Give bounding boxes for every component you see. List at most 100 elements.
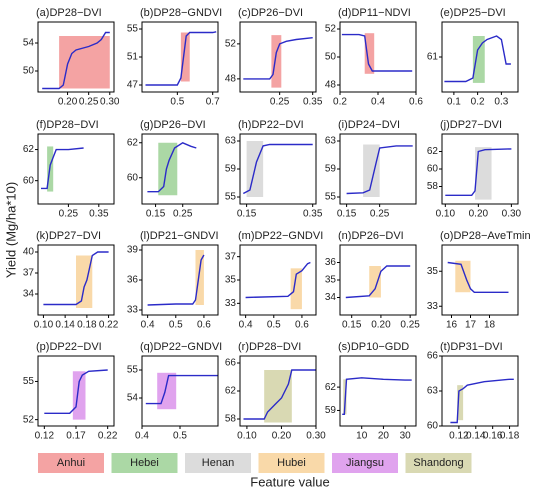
- x-tick-label: 0.10: [436, 209, 456, 220]
- x-tick-label: 0.18: [77, 320, 97, 331]
- legend-label: Jiangsu: [346, 457, 384, 469]
- y-tick-label: 47: [127, 80, 139, 91]
- legend-label: Shandong: [413, 457, 463, 469]
- highlight-region: [364, 33, 375, 74]
- panel-title: (l)DP21−GNDVI: [140, 230, 219, 242]
- x-tick-label: 0.5: [169, 320, 183, 331]
- x-tick-label: 0.30: [100, 97, 120, 108]
- x-tick-label: 0.15: [342, 320, 362, 331]
- x-tick-label: 0.20: [371, 320, 391, 331]
- data-line: [147, 254, 205, 306]
- x-tick-label: 0.25: [270, 97, 290, 108]
- panel-title: (g)DP26−DVI: [140, 119, 206, 131]
- x-tick-label: 16: [446, 320, 458, 331]
- legend-swatch: [405, 453, 472, 473]
- panel-title: (h)DP22−DVI: [238, 119, 304, 131]
- x-tick-label: 0.25: [79, 97, 99, 108]
- y-tick-label: 48: [325, 80, 337, 91]
- highlight-region: [455, 260, 471, 293]
- y-tick-label: 36: [127, 275, 139, 286]
- y-tick-label: 36: [325, 257, 337, 268]
- y-tick-label: 52: [225, 39, 237, 50]
- panel-title: (b)DP28−GNDVI: [140, 7, 222, 19]
- x-tick-label: 0.22: [99, 320, 119, 331]
- y-tick-label: 60: [427, 164, 439, 175]
- x-tick-label: 0.12: [449, 431, 469, 442]
- y-tick-label: 62: [325, 382, 337, 393]
- x-tick-label: 0.3: [494, 97, 508, 108]
- x-tick-label: 20: [378, 431, 390, 442]
- data-line: [145, 374, 218, 405]
- y-tick-label: 37: [23, 268, 35, 279]
- x-tick-label: 0.2: [471, 97, 485, 108]
- y-tick-label: 61: [427, 52, 439, 63]
- x-tick-label: 17: [465, 320, 477, 331]
- x-tick-label: 0.20: [272, 431, 292, 442]
- y-tick-label: 48: [225, 74, 237, 85]
- y-tick-label: 55: [127, 365, 139, 376]
- panel-title: (f)DP28−DVI: [36, 119, 99, 131]
- x-tick-label: 0.7: [206, 97, 220, 108]
- data-line: [341, 33, 413, 72]
- plot-frame: [37, 21, 115, 93]
- y-tick-label: 39: [127, 245, 139, 256]
- x-tick-label: 0.1: [447, 97, 461, 108]
- y-tick-label: 55: [325, 192, 337, 203]
- x-tick-label: 18: [484, 320, 496, 331]
- y-tick-label: 63: [325, 136, 337, 147]
- x-tick-label: 0.25: [173, 209, 193, 220]
- plot-frame: [141, 133, 219, 205]
- y-tick-label: 62: [225, 386, 237, 397]
- y-tick-label: 33: [127, 305, 139, 316]
- data-line: [450, 378, 514, 424]
- x-tick-label: 0.4: [135, 431, 149, 442]
- x-tick-label: 0.6: [409, 97, 423, 108]
- highlight-region: [472, 36, 485, 83]
- x-tick-label: 0.20: [469, 209, 489, 220]
- data-line: [447, 261, 509, 293]
- legend-swatch: [111, 453, 178, 473]
- highlight-region: [264, 370, 292, 423]
- highlight-region: [59, 36, 110, 89]
- legend-label: Henan: [202, 457, 234, 469]
- plot-frame: [239, 21, 317, 93]
- panel-title: (e)DP25−DVI: [440, 7, 506, 19]
- panel-title: (k)DP27−DVI: [36, 230, 101, 242]
- data-line: [42, 31, 110, 90]
- data-line: [242, 143, 313, 195]
- plot-frame: [441, 244, 519, 316]
- panel-title: (o)DP28−AveTmin: [440, 230, 531, 242]
- panel-title: (d)DP11−NDVI: [338, 7, 411, 19]
- panel-title: (j)DP27−DVI: [440, 119, 502, 131]
- x-tick-label: 0.12: [35, 431, 55, 442]
- highlight-region: [72, 371, 86, 420]
- y-tick-label: 59: [325, 164, 337, 175]
- legend-swatch: [258, 453, 325, 473]
- panel-title: (s)DP10−GDD: [338, 341, 409, 353]
- y-tick-label: 34: [23, 289, 35, 300]
- x-tick-label: 0.35: [89, 209, 109, 220]
- data-line: [243, 369, 316, 420]
- x-tick-label: 0.4: [141, 320, 155, 331]
- panel-title: (r)DP28−DVI: [238, 341, 301, 353]
- panel-title: (c)DP26−DVI: [238, 7, 303, 19]
- y-tick-label: 35: [225, 275, 237, 286]
- panel-title: (n)DP26−DVI: [338, 230, 404, 242]
- x-tick-label: 0.22: [98, 431, 118, 442]
- data-line: [245, 261, 311, 299]
- y-tick-label: 62: [427, 146, 439, 157]
- data-line: [147, 142, 197, 193]
- highlight-region: [369, 266, 381, 298]
- y-tick-label: 60: [127, 172, 139, 183]
- y-tick-label: 33: [225, 298, 237, 309]
- data-line: [43, 251, 109, 306]
- x-tick-label: 0.25: [370, 209, 390, 220]
- panel-title: (q)DP22−GNDVI: [140, 341, 222, 353]
- legend-swatch: [332, 453, 398, 473]
- x-tick-label: 0.30: [502, 209, 522, 220]
- x-tick-label: 0.10: [34, 320, 54, 331]
- highlight-region: [195, 250, 204, 305]
- legend-swatch: [38, 453, 104, 473]
- y-tick-label: 58: [427, 181, 439, 192]
